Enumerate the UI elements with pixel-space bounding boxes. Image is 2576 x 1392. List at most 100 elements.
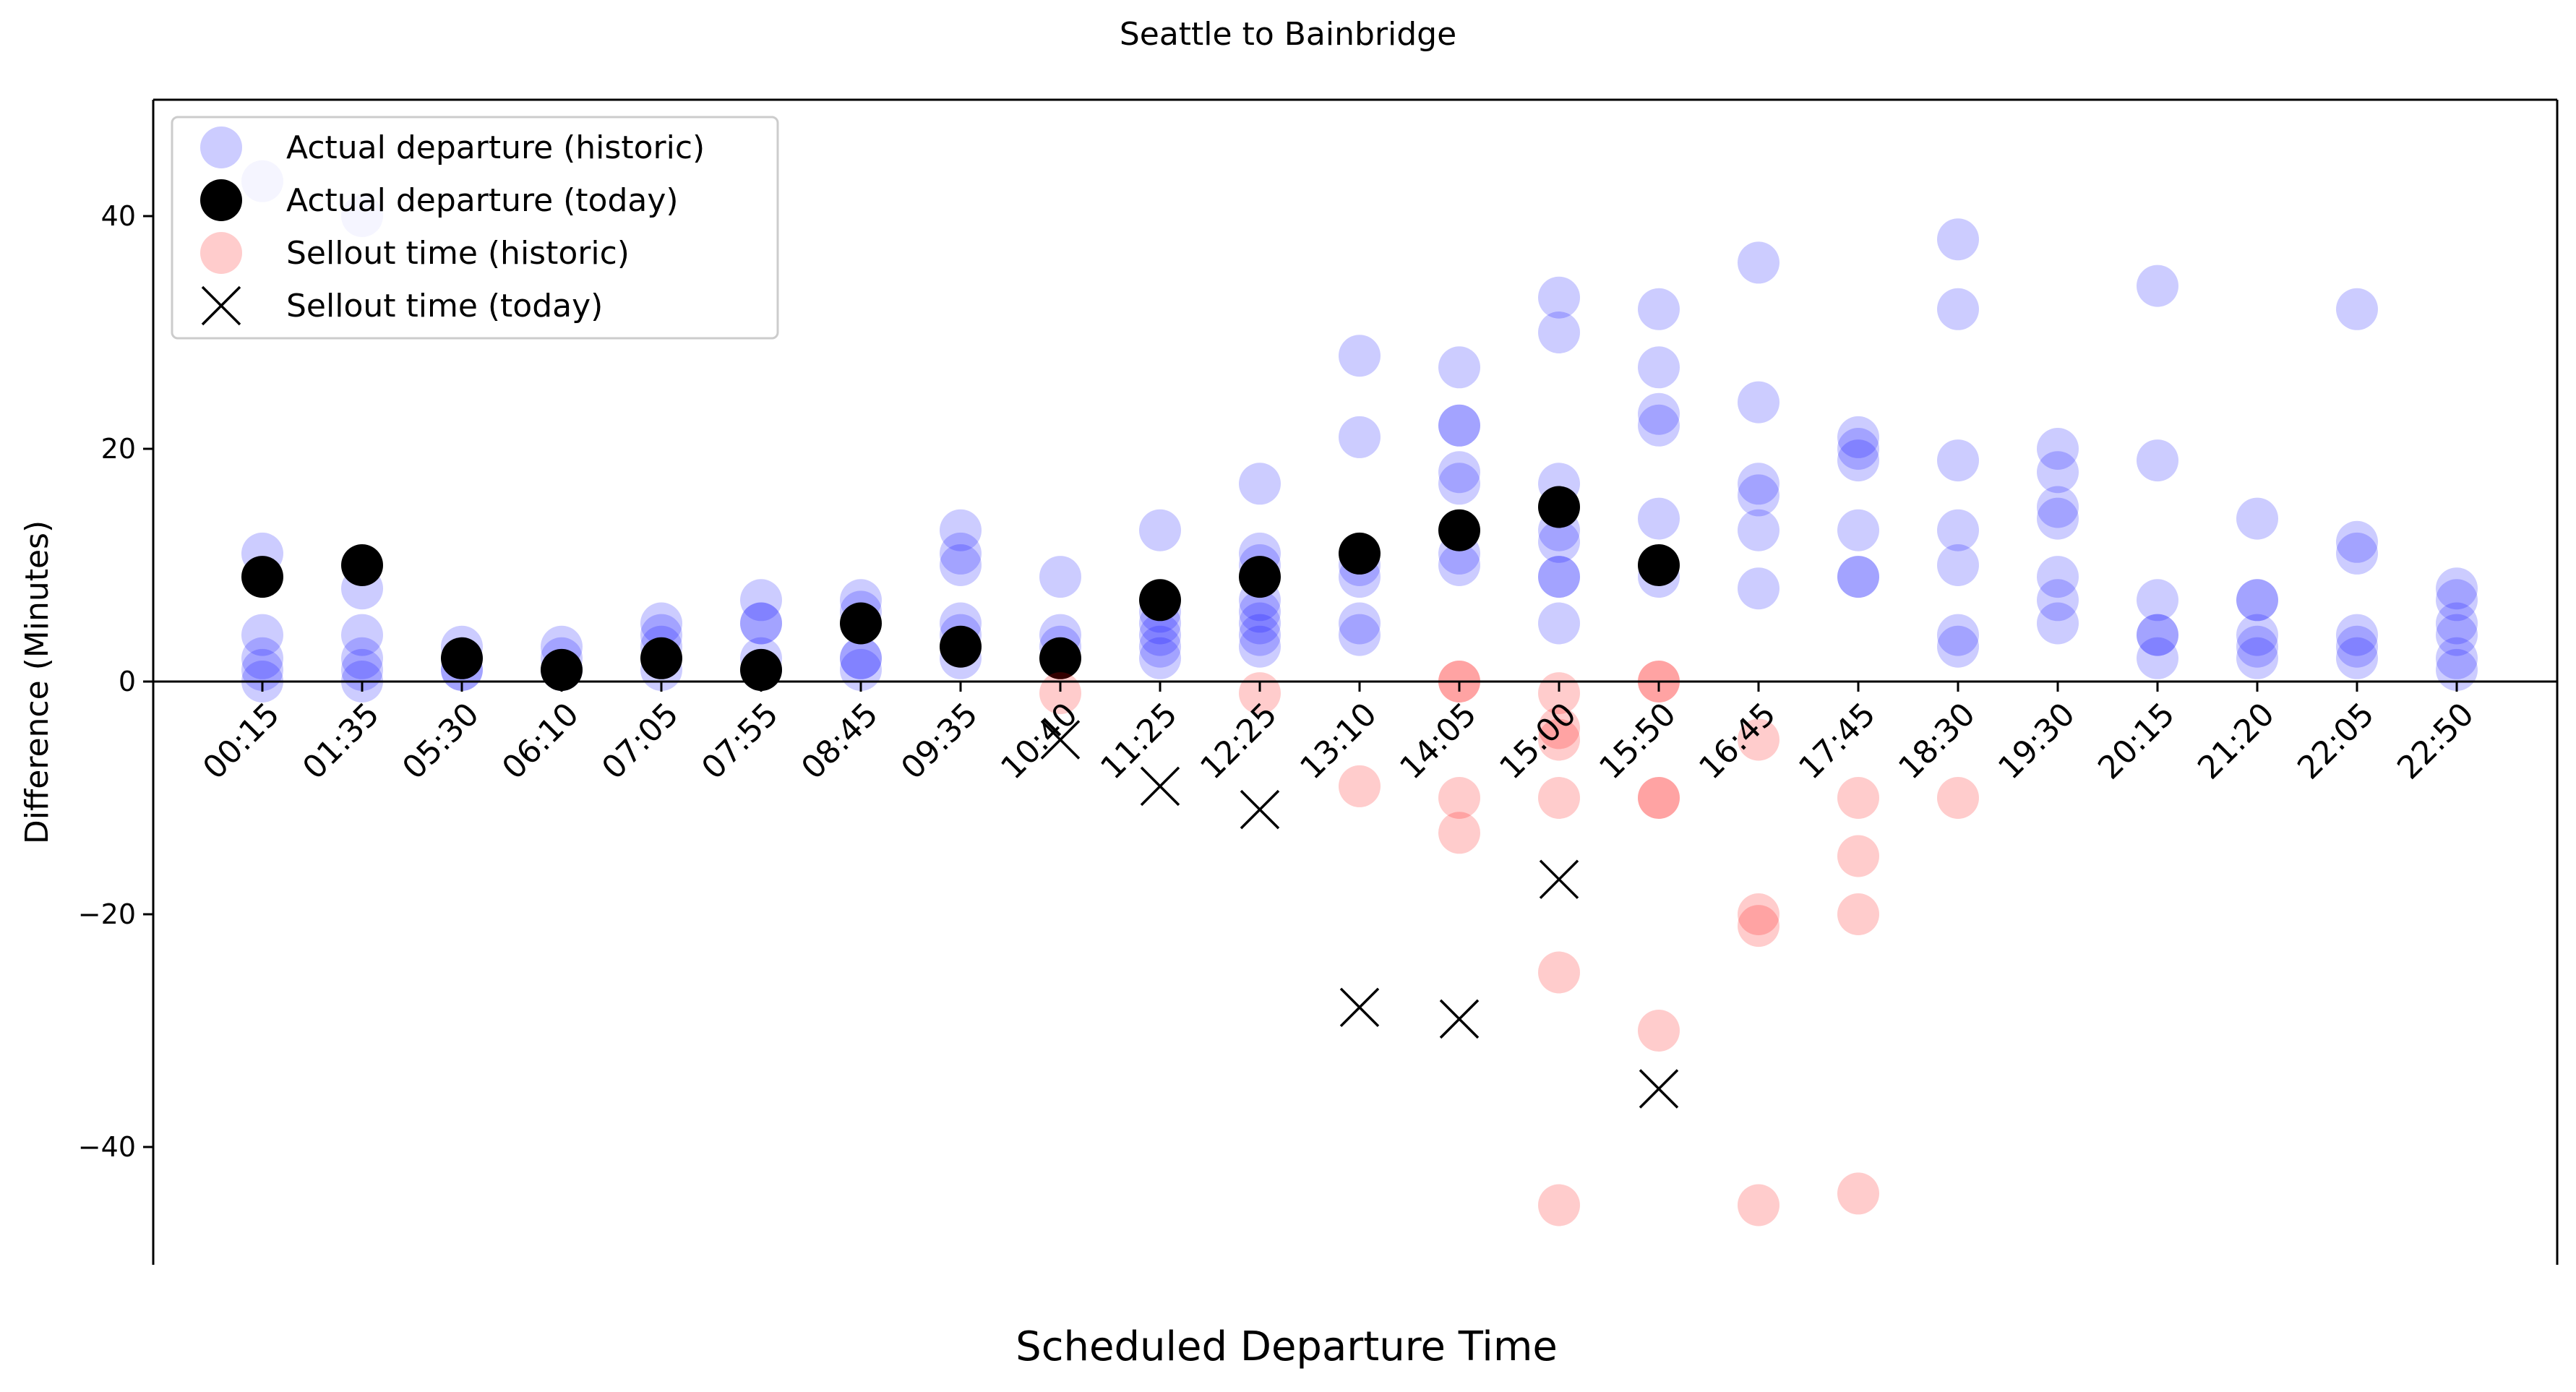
- historic-departure-point: [1638, 404, 1680, 447]
- historic-departure-point: [1438, 544, 1480, 586]
- historic-departure-point: [1937, 614, 1979, 656]
- today-sellout-marker: [1040, 720, 1081, 760]
- historic-departure-point: [1139, 509, 1181, 551]
- historic-departure-point: [840, 637, 882, 679]
- legend: Actual departure (historic) Actual depart…: [171, 116, 779, 340]
- historic-departure-point: [1738, 381, 1779, 424]
- y-tick-label: 0: [119, 666, 136, 697]
- historic-departure-point: [640, 602, 682, 645]
- x-axis-label: Scheduled Departure Time: [1016, 1323, 1558, 1370]
- today-sellout-marker: [1140, 766, 1180, 807]
- historic-sellout-point: [1039, 672, 1081, 715]
- historic-departure-point: [341, 648, 383, 691]
- today-sellout-marker: [1240, 789, 1280, 830]
- legend-label: Sellout time (historic): [286, 235, 630, 272]
- historic-departure-point: [1438, 404, 1480, 447]
- historic-sellout-point: [1837, 1172, 1879, 1215]
- historic-sellout-point: [1837, 777, 1879, 819]
- historic-departure-point: [1139, 614, 1181, 656]
- historic-departure-point: [1638, 497, 1680, 540]
- historic-departure-point: [2137, 439, 2178, 482]
- historic-sellout-point: [1738, 1184, 1779, 1226]
- legend-box: [171, 116, 779, 340]
- historic-departure-point: [1738, 463, 1779, 505]
- legend-item: Actual departure (today): [200, 179, 679, 221]
- historic-departure-point: [341, 637, 383, 679]
- today-departure-point: [1039, 637, 1081, 679]
- historic-departure-point: [2137, 265, 2178, 307]
- historic-sellout-point: [1538, 707, 1580, 749]
- historic-departure-point: [1239, 614, 1281, 656]
- historic-sellout-point: [1937, 777, 1979, 819]
- historic-departure-point: [1538, 556, 1580, 598]
- legend-label: Actual departure (today): [286, 182, 679, 219]
- today-departure-point: [740, 648, 782, 691]
- historic-departure-point: [2336, 520, 2378, 563]
- historic-departure-point: [1538, 602, 1580, 645]
- historic-departure-point: [1837, 556, 1879, 598]
- historic-departure-point: [1937, 439, 1979, 482]
- historic-departure-point: [2336, 637, 2378, 679]
- historic-departure-point: [1139, 637, 1181, 679]
- historic-departure-point: [1538, 520, 1580, 563]
- historic-sellout-point: [1738, 905, 1779, 948]
- historic-sellout-point: [1438, 812, 1480, 854]
- historic-sellout-point: [1738, 718, 1779, 761]
- historic-departure-point: [2137, 614, 2178, 656]
- historic-sellout-point: [1638, 777, 1680, 819]
- historic-departure-point: [840, 637, 882, 679]
- historic-departure-point: [2037, 497, 2079, 540]
- today-departure-point: [541, 648, 583, 691]
- historic-sellout-point: [1638, 1010, 1680, 1052]
- marks-layer: [241, 160, 2478, 1226]
- historic-departure-point: [2236, 579, 2278, 622]
- historic-departure-point: [1837, 509, 1879, 551]
- historic-departure-point: [1937, 544, 1979, 586]
- y-tick-label: 20: [101, 433, 136, 465]
- today-sellout-marker: [1639, 1069, 1679, 1109]
- historic-departure-point: [740, 602, 782, 645]
- historic-departure-point: [1738, 474, 1779, 517]
- today-departure-point: [441, 637, 483, 679]
- historic-departure-point: [1538, 312, 1580, 353]
- historic-departure-point: [1837, 428, 1879, 470]
- historic-sellout-point: [1438, 777, 1480, 819]
- legend-item: Sellout time (historic): [200, 232, 630, 274]
- historic-sellout-point: [1638, 777, 1680, 819]
- historic-departure-point: [1937, 288, 1979, 330]
- historic-departure-point: [740, 579, 782, 622]
- historic-departure-point: [940, 544, 982, 586]
- today-departure-point: [1538, 486, 1580, 528]
- historic-departure-point: [1837, 416, 1879, 458]
- historic-sellout-point: [1538, 672, 1580, 715]
- legend-marker: [200, 179, 242, 221]
- today-departure-point: [341, 544, 383, 586]
- series-2: [241, 486, 1680, 691]
- historic-departure-point: [2037, 579, 2079, 622]
- historic-departure-point: [2336, 532, 2378, 575]
- historic-departure-point: [1837, 439, 1879, 482]
- today-sellout-marker: [1539, 859, 1579, 899]
- y-axis: −40 −20 0 20 40: [78, 200, 153, 1163]
- historic-departure-point: [241, 648, 283, 691]
- historic-sellout-point: [1538, 718, 1580, 761]
- historic-departure-point: [2037, 451, 2079, 494]
- legend-marker: [200, 126, 242, 168]
- historic-departure-point: [1339, 614, 1381, 656]
- historic-departure-point: [1039, 556, 1081, 598]
- today-departure-point: [840, 602, 882, 645]
- historic-departure-point: [2436, 602, 2478, 645]
- legend-label: Sellout time (today): [286, 288, 603, 325]
- historic-sellout-point: [1538, 1184, 1580, 1226]
- historic-departure-point: [940, 509, 982, 551]
- historic-sellout-point: [1339, 765, 1381, 807]
- today-departure-point: [1239, 556, 1281, 598]
- historic-sellout-point: [1837, 893, 1879, 935]
- series-3: [1039, 661, 1979, 1226]
- historic-departure-point: [1438, 463, 1480, 505]
- historic-departure-point: [2037, 486, 2079, 528]
- historic-departure-point: [341, 614, 383, 656]
- historic-departure-point: [2236, 614, 2278, 656]
- historic-departure-point: [2137, 579, 2178, 622]
